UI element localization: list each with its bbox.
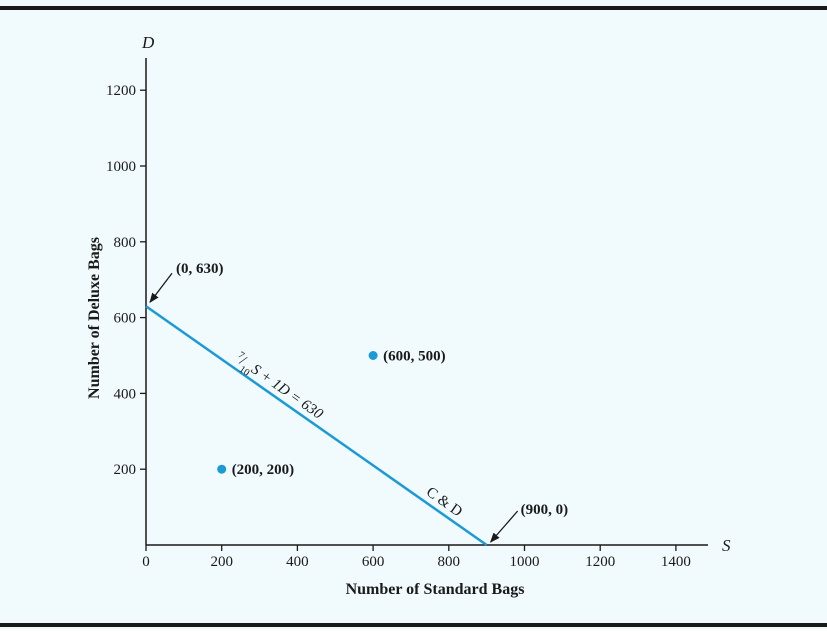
y-tick-label: 400	[114, 386, 137, 402]
x-ticks: 0 200 400 600 800 1000 1200 1400	[142, 545, 691, 570]
y-axis-title: Number of Deluxe Bags	[86, 237, 103, 399]
x-var-label: S	[722, 536, 731, 555]
data-point-label-200-200: (200, 200)	[232, 462, 295, 478]
x-tick-label: 400	[286, 554, 309, 570]
x-tick-label: 0	[142, 554, 150, 570]
y-tick-label: 600	[114, 311, 137, 327]
x-tick-label: 600	[362, 554, 385, 570]
x-axis-title: Number of Standard Bags	[346, 581, 525, 598]
frame-top-rule	[0, 6, 827, 10]
constraint-line-series	[145, 305, 488, 547]
x-tick-label: 200	[210, 554, 233, 570]
x-tick-label: 1400	[661, 554, 691, 570]
x-tick-label: 1000	[510, 554, 540, 570]
x-tick-label: 800	[438, 554, 461, 570]
annotation-label-900-0: (900, 0)	[521, 502, 569, 518]
y-var-label: D	[141, 33, 155, 52]
y-tick-label: 1000	[106, 159, 136, 175]
annotation-arrow-900-0	[489, 510, 519, 543]
annotation-label-0-630: (0, 630)	[176, 261, 224, 277]
data-point-label-600-500: (600, 500)	[383, 349, 446, 365]
y-ticks: 200 400 600 800 1000 1200	[106, 83, 146, 478]
y-tick-label: 1200	[106, 83, 136, 99]
y-tick-label: 800	[114, 235, 137, 251]
eq-numerator: 7	[236, 349, 246, 361]
x-tick-label: 1200	[585, 554, 615, 570]
eq-rest: S + 1D = 630	[248, 361, 326, 422]
annotation-arrow-0-630	[149, 272, 173, 304]
data-point-200-200	[217, 464, 227, 474]
constraint-equation-label: 7/10S + 1D = 630	[230, 349, 327, 426]
y-tick-label: 200	[114, 462, 137, 478]
frame-bottom-rule	[0, 623, 827, 627]
data-point-600-500	[368, 351, 378, 360]
